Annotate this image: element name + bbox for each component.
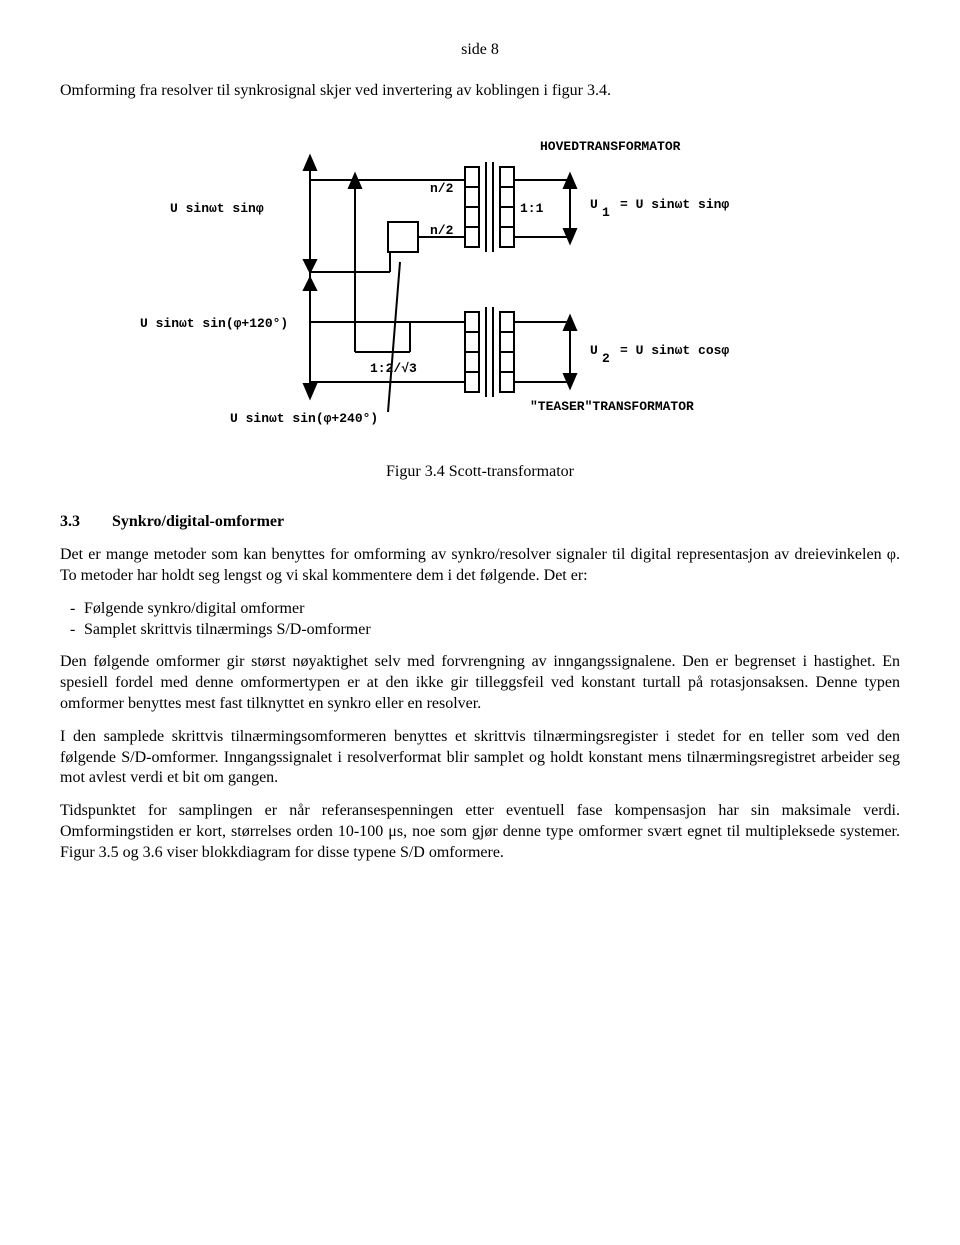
paragraph-4: Tidspunktet for samplingen er når refera… [60,801,900,863]
paragraph-3: I den samplede skrittvis tilnærmingsomfo… [60,727,900,789]
section-number: 3.3 [60,512,108,533]
page-header: side 8 [60,40,900,61]
list-item: Samplet skrittvis tilnærmings S/D-omform… [84,620,900,641]
paragraph-1: Det er mange metoder som kan benyttes fo… [60,545,900,587]
method-list: Følgende synkro/digital omformer Samplet… [60,599,900,641]
label-teaser: "TEASER"TRANSFORMATOR [530,399,694,414]
label-u1eq: = U sinωt sinφ [620,197,729,212]
figure-caption: Figur 3.4 Scott-transformator [60,462,900,483]
label-n2a: n/2 [430,181,454,196]
label-u2eq: = U sinωt cosφ [620,343,729,358]
label-ratio1: 1:1 [520,201,544,216]
label-left-mid: U sinωt sin(φ+120°) [140,316,288,331]
label-left-top: U sinωt sinφ [170,201,264,216]
paragraph-2: Den følgende omformer gir størst nøyakti… [60,652,900,714]
section-title: Synkro/digital-omformer [112,513,284,530]
label-u2: U [590,343,598,358]
section-heading: 3.3 Synkro/digital-omformer [60,512,900,533]
list-item: Følgende synkro/digital omformer [84,599,900,620]
label-hoved: HOVEDTRANSFORMATOR [540,139,681,154]
intro-paragraph: Omforming fra resolver til synkrosignal … [60,81,900,102]
label-u1sub: 1 [602,205,610,220]
label-left-bot: U sinωt sin(φ+240°) [230,411,378,426]
scott-transformer-figure: HOVEDTRANSFORMATOR "TEASER"TRANSFORMATOR… [130,122,830,442]
label-u1: U [590,197,598,212]
label-u2sub: 2 [602,351,610,366]
label-ratio2: 1:2/√3 [370,361,417,376]
label-n2b: n/2 [430,223,454,238]
